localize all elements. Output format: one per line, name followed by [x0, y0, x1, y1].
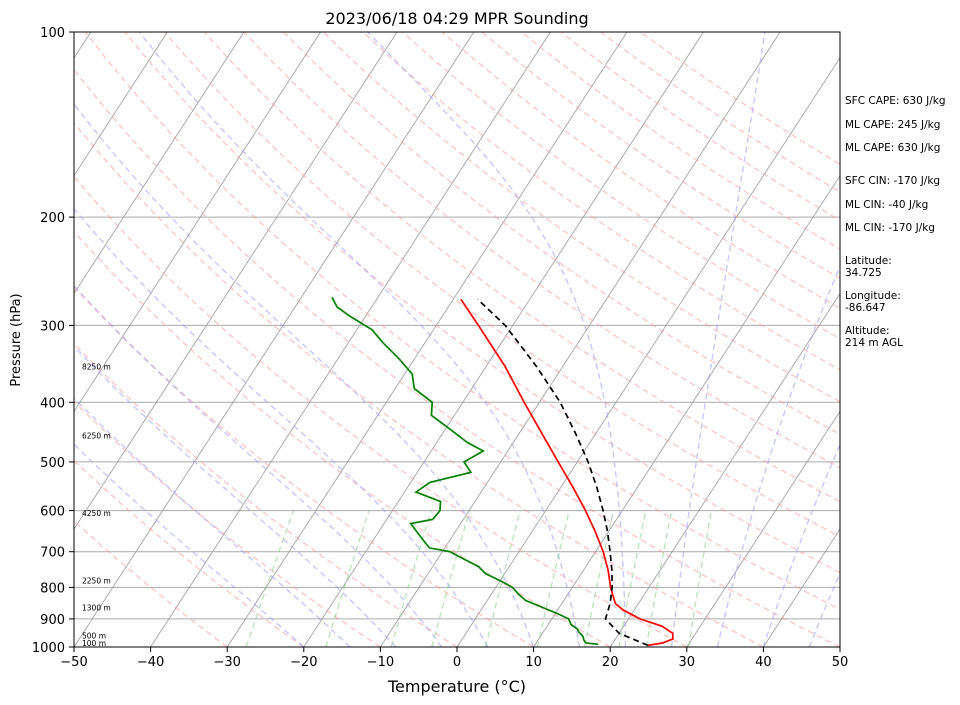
- dry-adiabat: [74, 230, 611, 647]
- isotherm: [456, 57, 840, 647]
- y-tick-label: 900: [40, 613, 65, 628]
- y-tick-label: 800: [40, 581, 65, 596]
- series-line-0: [460, 298, 674, 647]
- moist-adiabat: [74, 207, 489, 647]
- isotherm: [150, 32, 551, 647]
- x-tick-label: 50: [832, 655, 849, 670]
- mixing-ratio-line: [536, 510, 570, 647]
- series-line-1: [331, 296, 599, 646]
- height-label: 8250 m: [82, 363, 111, 372]
- moist-adiabat: [74, 102, 535, 647]
- mixing-ratio-line: [325, 510, 370, 647]
- x-tick-label: −30: [213, 655, 240, 670]
- moist-adiabat: [74, 443, 305, 647]
- x-tick-label: 10: [525, 655, 542, 670]
- y-tick-label: 400: [40, 396, 65, 411]
- mixing-ratio-line: [245, 510, 295, 647]
- y-tick-label: 700: [40, 546, 65, 561]
- mixing-ratio-line: [484, 510, 521, 647]
- isotherm: [74, 32, 475, 647]
- isotherm: [380, 32, 781, 647]
- x-tick-label: −20: [290, 655, 317, 670]
- moist-adiabat: [367, 32, 627, 647]
- y-tick-label: 200: [40, 211, 65, 226]
- dry-adiabat: [441, 32, 840, 309]
- y-axis-ticks: 100 200 300 400 500 600 700 800 900 1000: [32, 26, 74, 656]
- moist-adiabat: [716, 264, 840, 647]
- height-label: 1300 m: [82, 604, 111, 613]
- background-lines: [74, 32, 840, 647]
- y-tick-label: 500: [40, 456, 65, 471]
- isotherm: [303, 32, 704, 647]
- mixing-ratio-line: [645, 510, 673, 647]
- mixing-ratio-line: [688, 510, 713, 647]
- mixing-ratio-line: [431, 510, 471, 647]
- x-axis-ticks: −50 −40 −30 −20 −10 0 10 20 30 40 50: [60, 647, 848, 670]
- y-tick-label: 100: [40, 26, 65, 41]
- height-label: 500 m: [82, 631, 106, 640]
- isotherm: [74, 32, 168, 177]
- dry-adiabat: [74, 286, 534, 647]
- dry-adiabat: [84, 32, 840, 611]
- y-tick-label: 300: [40, 319, 65, 334]
- altitude-label: Altitude: 214 m AGL: [845, 325, 903, 349]
- sounding-traces: [331, 296, 674, 647]
- isotherm: [686, 410, 840, 647]
- y-axis-label: Pressure (hPa): [9, 293, 24, 386]
- x-tick-label: 20: [602, 655, 619, 670]
- dry-adiabat: [322, 32, 840, 403]
- dry-adiabat: [74, 459, 305, 647]
- sfc-cape-label: SFC CAPE: 630 J/kg: [845, 95, 946, 107]
- height-label: 6250 m: [82, 432, 111, 441]
- moist-adiabat: [762, 443, 840, 647]
- x-tick-label: −10: [367, 655, 394, 670]
- dry-adiabat: [74, 175, 688, 647]
- moist-adiabat: [670, 32, 766, 647]
- x-tick-label: 30: [679, 655, 696, 670]
- y-tick-label: 600: [40, 505, 65, 520]
- dry-adiabat: [283, 32, 840, 436]
- x-tick-label: −50: [60, 655, 87, 670]
- x-tick-label: 40: [755, 655, 772, 670]
- moist-adiabat: [74, 397, 351, 647]
- ml-cape-label-2: ML CAPE: 630 J/kg: [845, 142, 941, 154]
- dry-adiabat: [74, 68, 840, 647]
- isotherm: [74, 32, 245, 295]
- sfc-cin-label: SFC CIN: -170 J/kg: [845, 175, 941, 187]
- height-label: 4250 m: [82, 509, 111, 518]
- y-tick-label: 1000: [32, 641, 65, 656]
- ml-cin-label-2: ML CIN: -170 J/kg: [845, 222, 935, 234]
- isotherm: [226, 32, 628, 647]
- ml-cape-label-1: ML CAPE: 245 J/kg: [845, 119, 941, 131]
- isotherm: [74, 32, 398, 530]
- mixing-ratio-line: [583, 510, 615, 647]
- series-line-2: [477, 298, 649, 647]
- latitude-label: Latitude: 34.725: [845, 255, 892, 279]
- ml-cin-label-1: ML CIN: -40 J/kg: [845, 199, 929, 211]
- moist-adiabat: [138, 32, 581, 647]
- moist-adiabat: [74, 345, 397, 647]
- height-label: 100 m: [82, 639, 106, 648]
- dry-adiabat: [74, 122, 764, 647]
- dry-adiabat: [164, 32, 840, 538]
- moist-adiabat: [74, 284, 443, 647]
- x-tick-label: 0: [453, 655, 461, 670]
- dry-adiabat: [124, 32, 840, 574]
- dry-adiabat: [362, 32, 840, 371]
- dry-adiabat: [74, 519, 228, 647]
- chart-title: 2023/06/18 04:29 MPR Sounding: [325, 9, 588, 28]
- dry-adiabat: [481, 32, 840, 280]
- isotherm: [74, 32, 321, 413]
- isotherm: [763, 528, 840, 647]
- height-label: 2250 m: [82, 577, 111, 586]
- x-axis-label: Temperature (°C): [387, 677, 526, 696]
- longitude-label: Longitude: -86.647: [845, 290, 901, 314]
- mixing-ratio-line: [618, 510, 647, 647]
- x-tick-label: −40: [137, 655, 164, 670]
